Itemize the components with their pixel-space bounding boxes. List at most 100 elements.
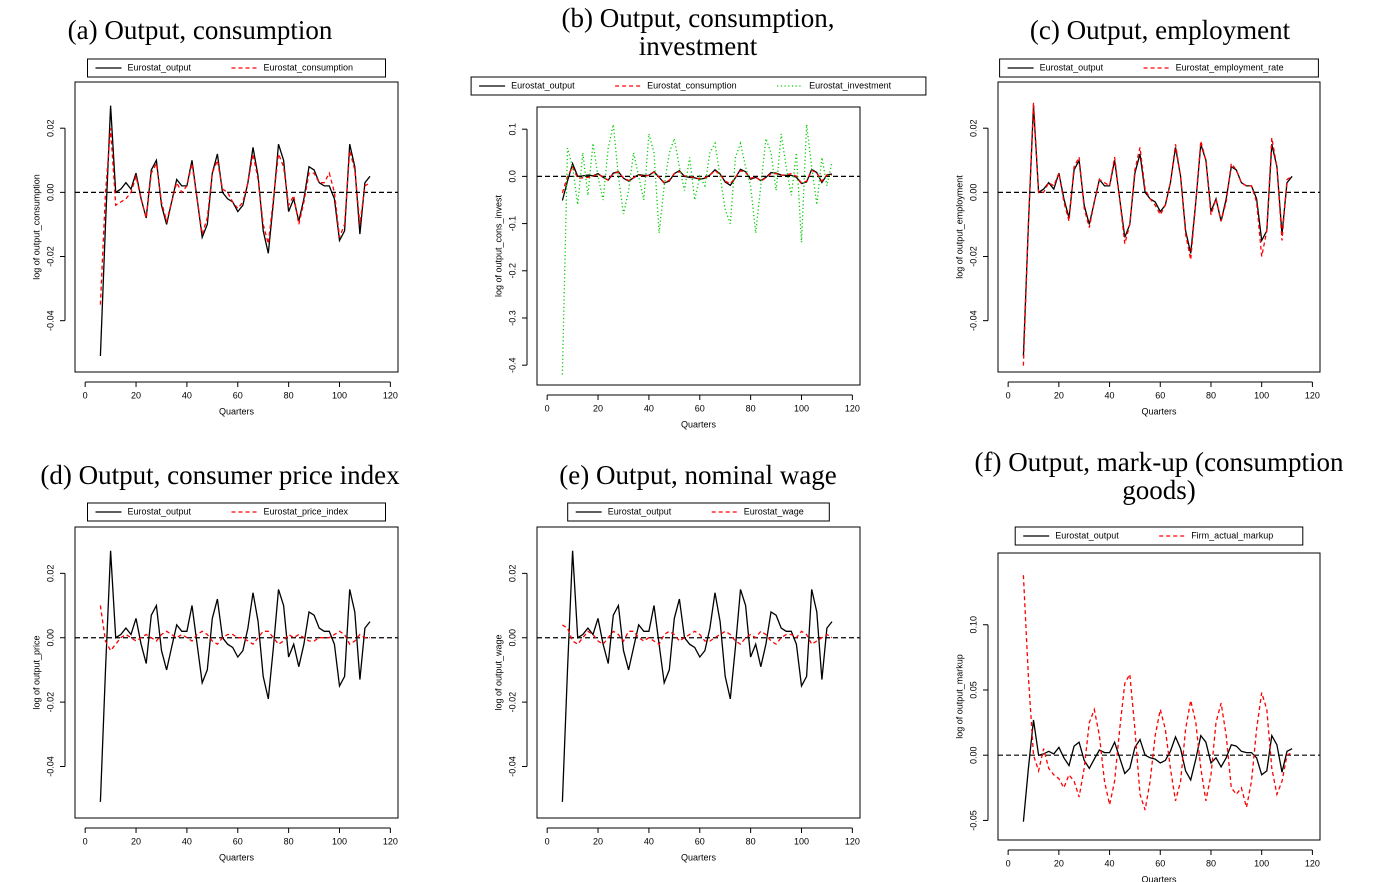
plot-frame (536, 106, 861, 386)
x-axis-label: Quarters (681, 852, 717, 862)
chart-title: (a) Output, consumption (67, 15, 333, 45)
legend: Eurostat_output Eurostat_consumption (87, 58, 386, 78)
y-tick-label: 0.00 (968, 184, 978, 202)
y-tick-label: -0.04 (45, 310, 55, 331)
series-line (99, 605, 370, 652)
y-tick-label: 0.1 (507, 123, 517, 136)
chart-title: (b) Output, consumption, investment (561, 3, 835, 61)
series-line (99, 550, 371, 802)
x-tick-label: 40 (1105, 390, 1115, 400)
x-tick-label: 100 (332, 836, 347, 846)
x-tick-label: 100 (332, 390, 347, 400)
x-axis-label: Quarters (1141, 406, 1177, 416)
legend-box (567, 502, 830, 522)
series-line (99, 105, 371, 357)
series-line (1022, 719, 1293, 822)
series-line (561, 165, 833, 194)
x-tick-label: 120 (1305, 858, 1320, 868)
plot-frame (74, 81, 399, 373)
legend-label: Eurostat_wage (744, 506, 804, 516)
x-tick-label: 60 (233, 390, 243, 400)
y-tick-label: -0.04 (968, 310, 978, 331)
x-tick-label: 80 (1206, 390, 1216, 400)
legend: Eurostat_output Eurostat_employment_rate (999, 58, 1319, 78)
chart-title: (f) Output, mark-up (consumption goods) (974, 447, 1344, 505)
x-tick-label: 40 (644, 836, 654, 846)
legend-box (87, 502, 386, 522)
legend-label: Eurostat_output (1040, 62, 1104, 72)
y-tick-label: 0.02 (45, 565, 55, 583)
x-tick-label: 100 (794, 403, 809, 413)
legend-label: Eurostat_investment (809, 80, 892, 90)
y-tick-label: -0.2 (507, 263, 517, 279)
y-tick-label: 0.00 (968, 746, 978, 764)
x-tick-label: 20 (131, 390, 141, 400)
x-tick-label: 20 (1054, 858, 1064, 868)
x-tick-label: 40 (182, 836, 192, 846)
legend-label: Eurostat_output (1055, 530, 1119, 540)
x-tick-label: 100 (794, 836, 809, 846)
legend-label: Eurostat_output (511, 80, 575, 90)
x-tick-label: 0 (83, 836, 88, 846)
y-tick-label: 0.0 (507, 170, 517, 183)
x-tick-label: 120 (845, 403, 860, 413)
y-tick-label: -0.04 (45, 756, 55, 777)
legend-label: Eurostat_employment_rate (1176, 62, 1284, 72)
y-tick-label: 0.00 (45, 184, 55, 202)
y-tick-label: -0.4 (507, 357, 517, 373)
chart-title: (d) Output, consumer price index (40, 460, 400, 490)
y-tick-label: 0.02 (968, 119, 978, 137)
x-tick-label: 60 (233, 836, 243, 846)
legend-box (87, 58, 386, 78)
legend-label: Eurostat_output (608, 506, 672, 516)
x-tick-label: 120 (383, 836, 398, 846)
x-tick-label: 80 (746, 403, 756, 413)
x-axis-label: Quarters (681, 419, 717, 429)
legend: Eurostat_output Eurostat_consumption Euros… (470, 76, 927, 96)
series-line (561, 550, 833, 802)
y-tick-label: 0.02 (45, 119, 55, 137)
x-tick-label: 20 (131, 836, 141, 846)
x-tick-label: 40 (644, 403, 654, 413)
series-line (1022, 102, 1293, 366)
y-tick-label: -0.02 (968, 246, 978, 267)
y-tick-label: -0.04 (507, 756, 517, 777)
x-tick-label: 100 (1254, 858, 1269, 868)
x-tick-label: 40 (182, 390, 192, 400)
y-axis-label: log of output_consumption (31, 174, 41, 280)
x-tick-label: 80 (1206, 858, 1216, 868)
legend-label: Eurostat_consumption (647, 80, 737, 90)
plot-frame (997, 81, 1321, 373)
legend-box (1014, 526, 1304, 546)
y-axis-label: log of output_markup (954, 654, 964, 739)
y-tick-label: 0.05 (968, 681, 978, 699)
x-tick-label: 20 (593, 836, 603, 846)
x-tick-label: 120 (383, 390, 398, 400)
legend-label: Eurostat_output (128, 506, 192, 516)
x-tick-label: 60 (1155, 858, 1165, 868)
plot-frame (74, 526, 399, 819)
y-tick-label: 0.00 (507, 629, 517, 647)
x-tick-label: 0 (1006, 858, 1011, 868)
x-tick-label: 120 (845, 836, 860, 846)
x-tick-label: 60 (1155, 390, 1165, 400)
legend-label: Firm_actual_markup (1191, 530, 1273, 540)
legend-label: Eurostat_consumption (264, 62, 354, 72)
chart-title: (c) Output, employment (1029, 15, 1291, 45)
plot-frame (997, 552, 1321, 841)
series-line (1022, 575, 1293, 811)
series-line (561, 124, 833, 375)
plot-frame (536, 526, 861, 819)
legend: Eurostat_output Firm_actual_markup (1014, 526, 1304, 546)
y-tick-label: -0.05 (968, 810, 978, 831)
x-tick-label: 0 (545, 403, 550, 413)
x-axis-label: Quarters (219, 406, 255, 416)
y-tick-label: -0.1 (507, 216, 517, 232)
x-tick-label: 0 (545, 836, 550, 846)
y-tick-label: -0.02 (45, 692, 55, 713)
chart-title: (e) Output, nominal wage (559, 460, 837, 490)
series-line (99, 128, 371, 305)
y-axis-label: log of output_price (31, 635, 41, 709)
